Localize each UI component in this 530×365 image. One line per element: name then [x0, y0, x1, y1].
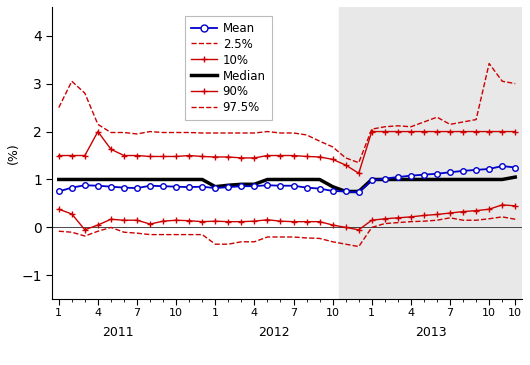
Text: 2012: 2012: [258, 326, 290, 339]
Legend: Mean, 2.5%, 10%, Median, 90%, 97.5%: Mean, 2.5%, 10%, Median, 90%, 97.5%: [185, 16, 271, 120]
Bar: [339, 7, 522, 299]
Text: 2013: 2013: [414, 326, 446, 339]
Y-axis label: (%): (%): [7, 142, 20, 164]
Text: 2011: 2011: [102, 326, 133, 339]
